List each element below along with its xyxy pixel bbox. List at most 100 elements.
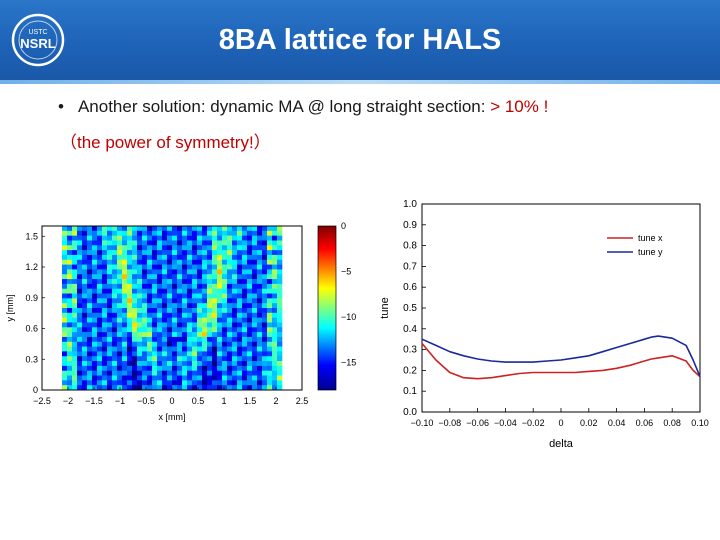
heatmap-cell [197,226,203,232]
heatmap-cell [162,269,168,275]
heatmap-cell [262,226,268,232]
heatmap-cell [112,341,118,347]
heatmap-cell [277,245,283,251]
heatmap-cell [137,327,143,333]
heatmap-cell [102,312,108,318]
heatmap-cell [67,370,73,376]
heatmap-cell [217,259,223,265]
heatmap-cell [237,365,243,371]
heatmap-cell [182,336,188,343]
heatmap-cell [112,274,118,280]
heatmap-cell [67,375,73,381]
heatmap-cell [232,327,238,333]
heatmap-cell [62,380,68,386]
heatmap-cell [82,308,88,314]
heatmap-cell [152,303,158,309]
heatmap-cell [147,375,153,381]
heatmap-cell [107,293,113,299]
heatmap-cell [167,346,173,352]
heatmap-cell [162,312,168,318]
heatmap-cell [62,356,68,362]
heatmap-cell [247,370,253,376]
heatmap-cell [202,332,208,338]
heatmap-cell [72,351,78,357]
heatmap-cell [92,303,98,309]
heatmap-cell [107,370,113,376]
heatmap-cell [172,226,178,232]
heatmap-cell [202,317,208,323]
heatmap-cell [272,322,278,328]
heatmap-cell [197,269,203,275]
heatmap-cell [97,346,103,352]
heatmap-cell [262,312,268,318]
heatmap-cell [72,274,78,280]
heatmap-cell [122,312,128,318]
heatmap-cell [217,264,223,270]
heatmap-y-ticks: 00.30.60.91.21.5 [25,231,45,395]
heatmap-cell [92,361,98,367]
heatmap-cell [87,351,93,357]
heatmap-cell [257,361,263,367]
heatmap-cell [172,230,178,236]
heatmap-cell [147,264,153,270]
heatmap-cell [192,308,198,314]
heatmap-cell [127,279,133,285]
heatmap-cell [237,264,243,270]
heatmap-cell [187,254,193,261]
heatmap-cell [232,235,238,241]
heatmap-cell [257,375,263,381]
heatmap-cell [157,250,163,256]
heatmap-cell [147,351,153,357]
heatmap-cell [177,312,183,318]
heatmap-cell [252,250,258,256]
heatmap-cell [267,308,273,314]
heatmap-cell [132,365,138,371]
heatmap-cell [272,259,278,265]
heatmap-cell [167,279,173,285]
heatmap-cell [227,293,233,299]
heatmap-cell [62,341,68,347]
heatmap-cell [147,235,153,241]
heatmap-cell [162,230,168,236]
heatmap-cell [127,269,133,275]
heatmap-cell [177,293,183,299]
heatmap-cell [182,250,188,256]
heatmap-cell [237,380,243,386]
heatmap-cell [162,264,168,270]
heatmap-cell [232,303,238,309]
heatmap-cell [162,351,168,357]
tune-series-tune-x [421,342,701,380]
heatmap-cell [157,346,163,352]
heatmap-cell [127,283,133,289]
heatmap-cell [157,254,163,261]
heatmap-cell [157,274,163,280]
heatmap-cell [182,361,188,367]
heatmap-cell [157,361,163,367]
heatmap-cell [217,346,223,352]
heatmap-cell [262,336,268,343]
heatmap-cell [137,308,143,314]
heatmap-cell [262,230,268,236]
heatmap-cell [122,250,128,256]
heatmap-cell [157,264,163,270]
heatmap-cell [247,312,253,318]
heatmap-cell [152,245,158,251]
heatmap-cell [267,385,273,391]
heatmap-cell [82,322,88,328]
heatmap-cell [192,385,198,391]
heatmap-cell [262,356,268,362]
heatmap-cell [72,226,78,232]
heatmap-cell [177,351,183,357]
heatmap-cell [142,351,148,357]
heatmap-cell [217,361,223,367]
heatmap-cell [192,332,198,338]
heatmap-cell [167,375,173,381]
heatmap-cell [62,336,68,343]
heatmap-cell [187,230,193,236]
heatmap-cell [272,341,278,347]
heatmap-cell [197,361,203,367]
heatmap-cell [67,322,73,328]
heatmap-cell [152,332,158,338]
heatmap-cell [102,380,108,386]
heatmap-cell [97,226,103,232]
